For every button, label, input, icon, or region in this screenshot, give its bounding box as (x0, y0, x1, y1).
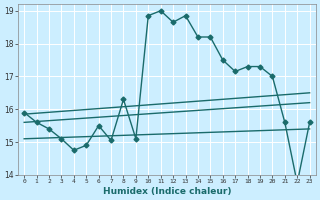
X-axis label: Humidex (Indice chaleur): Humidex (Indice chaleur) (103, 187, 231, 196)
